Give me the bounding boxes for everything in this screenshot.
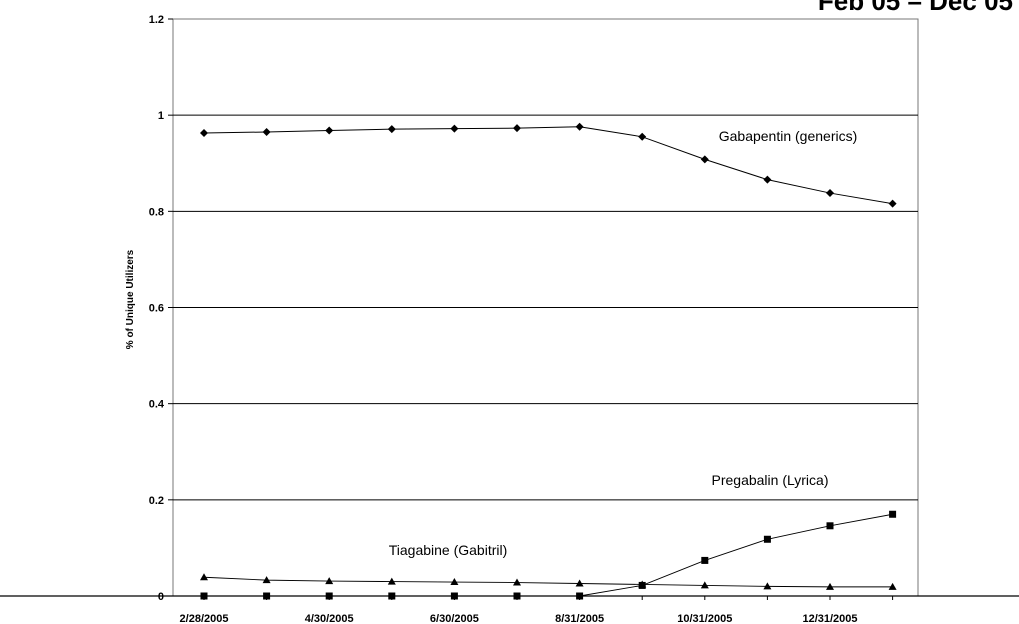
point-gabapentin — [763, 175, 772, 184]
point-gabapentin — [200, 128, 208, 137]
point-pregabalin — [325, 592, 333, 600]
annotation-gabapentin: Gabapentin (generics) — [719, 128, 858, 144]
y-axis-label: % of Unique Utilizers — [125, 249, 136, 349]
point-gabapentin — [513, 124, 521, 133]
y-tick-label: 0.8 — [149, 206, 164, 218]
point-gabapentin — [700, 155, 709, 164]
point-tiagabine — [450, 578, 459, 586]
point-gabapentin — [450, 124, 459, 133]
point-gabapentin — [888, 199, 897, 208]
point-pregabalin — [763, 535, 771, 543]
point-tiagabine — [826, 582, 834, 590]
point-tiagabine — [888, 582, 897, 590]
y-tick-label: 0 — [158, 591, 164, 603]
y-tick-label: 0.6 — [149, 303, 164, 315]
series-line-tiagabine — [203, 576, 893, 588]
point-tiagabine — [700, 581, 709, 589]
point-pregabalin — [701, 556, 709, 564]
point-pregabalin — [826, 522, 834, 530]
point-tiagabine — [200, 573, 208, 581]
point-tiagabine — [325, 577, 334, 585]
series-line-gabapentin — [203, 126, 893, 205]
point-pregabalin — [576, 592, 584, 600]
chart-title: Feb 05 – Dec 05 — [817, 0, 1013, 16]
x-tick-label: 6/30/2005 — [430, 613, 479, 624]
point-gabapentin — [575, 122, 584, 131]
point-pregabalin — [450, 592, 458, 600]
x-tick-label: 2/28/2005 — [180, 613, 229, 624]
point-pregabalin — [513, 592, 521, 600]
x-tick-label: 10/31/2005 — [677, 613, 732, 624]
y-tick-label: 1 — [158, 110, 164, 122]
y-tick-label: 0.4 — [149, 399, 165, 411]
x-tick-label: 4/30/2005 — [305, 613, 354, 624]
point-gabapentin — [638, 132, 647, 141]
point-tiagabine — [387, 577, 396, 585]
point-gabapentin — [325, 126, 334, 135]
point-tiagabine — [262, 576, 271, 584]
x-tick-label: 12/31/2005 — [802, 613, 857, 624]
series-line-pregabalin — [204, 513, 893, 597]
annotation-pregabalin: Pregabalin (Lyrica) — [712, 472, 829, 488]
point-tiagabine — [513, 578, 521, 586]
point-tiagabine — [575, 579, 584, 587]
point-tiagabine — [763, 582, 772, 590]
point-pregabalin — [263, 592, 271, 600]
point-pregabalin — [388, 592, 396, 600]
annotation-tiagabine: Tiagabine (Gabitril) — [389, 542, 508, 558]
y-tick-label: 0.2 — [149, 495, 164, 507]
point-tiagabine — [638, 580, 647, 588]
point-gabapentin — [387, 125, 396, 134]
x-tick-label: 8/31/2005 — [555, 613, 604, 624]
point-gabapentin — [262, 127, 271, 136]
point-gabapentin — [826, 189, 834, 198]
point-pregabalin — [200, 592, 208, 600]
point-pregabalin — [889, 510, 897, 518]
y-tick-label: 1.2 — [149, 14, 164, 26]
